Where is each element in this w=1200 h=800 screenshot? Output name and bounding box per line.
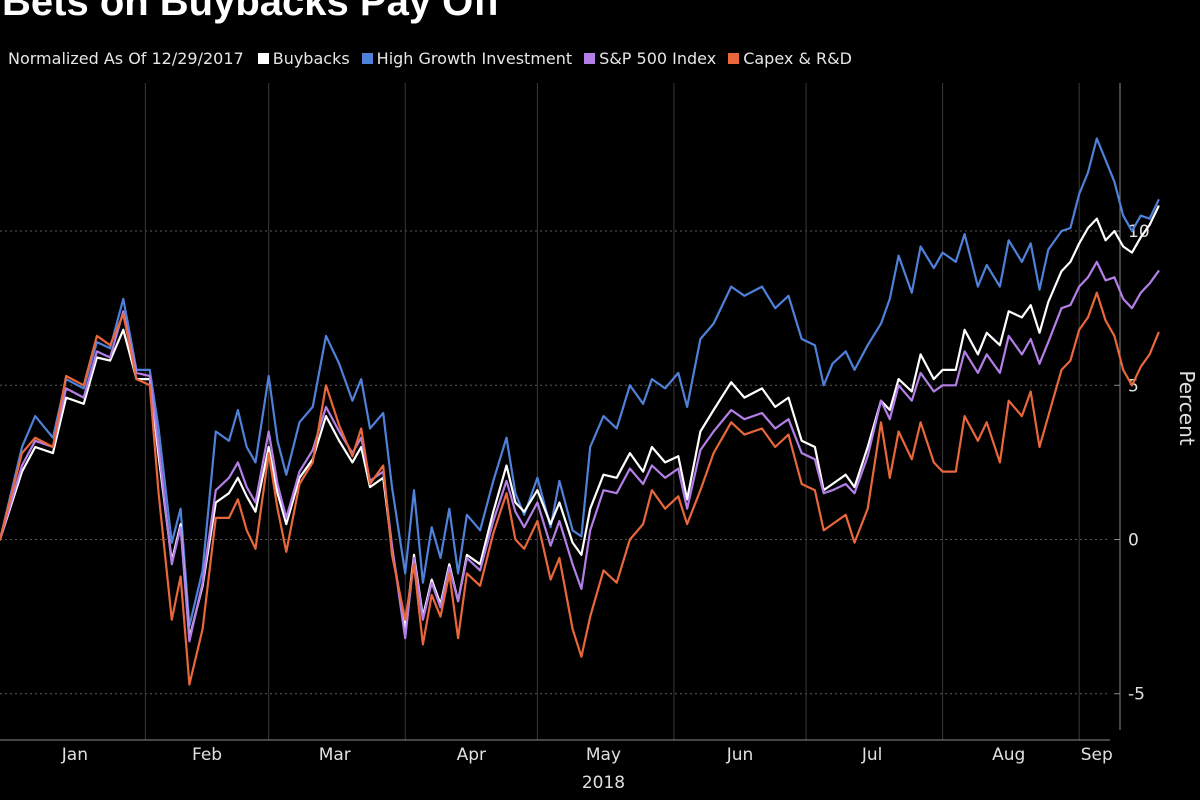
y-tick-label: 0	[1128, 531, 1139, 551]
series-line-sandp-500-index	[0, 260, 1160, 643]
y-tick-label: -5	[1128, 685, 1145, 705]
legend-item-high-growth-investment: High Growth Investment	[361, 48, 573, 68]
x-tick-label-jul: Jul	[861, 745, 883, 765]
legend: Normalized As Of 12/29/2017 Buybacks Hig…	[8, 47, 864, 69]
legend-swatch-high-growth-investment	[361, 52, 373, 64]
legend-label-buybacks: Buybacks	[272, 48, 350, 68]
x-tick-label-jun: Jun	[726, 745, 754, 765]
x-tick-label-may: May	[586, 745, 621, 765]
x-tick-label-feb: Feb	[192, 745, 222, 765]
legend-swatch-capex-rd	[728, 52, 740, 64]
legend-swatch-buybacks	[257, 52, 269, 64]
x-tick-label-sep: Sep	[1081, 745, 1113, 765]
legend-item-sp500-index: S&P 500 Index	[584, 49, 716, 68]
x-tick-label-jan: Jan	[61, 745, 88, 765]
x-tick-label-aug: Aug	[992, 745, 1025, 765]
series-line-high-growth-investment	[0, 137, 1160, 627]
legend-item-capex-rd: Capex & R&D	[728, 49, 852, 68]
chart-title: Bets on Buybacks Pay Off	[2, 0, 500, 24]
x-tick-label-mar: Mar	[319, 745, 351, 765]
legend-label-capex-rd: Capex & R&D	[743, 48, 852, 68]
legend-item-buybacks: Buybacks	[257, 48, 350, 68]
series-line-capex-and-randd	[0, 291, 1160, 686]
x-year-label: 2018	[582, 773, 625, 793]
legend-label-high-growth-investment: High Growth Investment	[376, 48, 573, 68]
legend-swatch-sp500-index	[584, 52, 596, 64]
legend-label-sp500-index: S&P 500 Index	[599, 48, 717, 68]
y-axis-title: Percent	[1175, 370, 1199, 445]
normalization-note: Normalized As Of 12/29/2017	[8, 48, 244, 68]
x-tick-label-apr: Apr	[457, 745, 486, 765]
series-line-buybacks	[0, 205, 1160, 640]
y-tick-label: 5	[1128, 376, 1139, 396]
